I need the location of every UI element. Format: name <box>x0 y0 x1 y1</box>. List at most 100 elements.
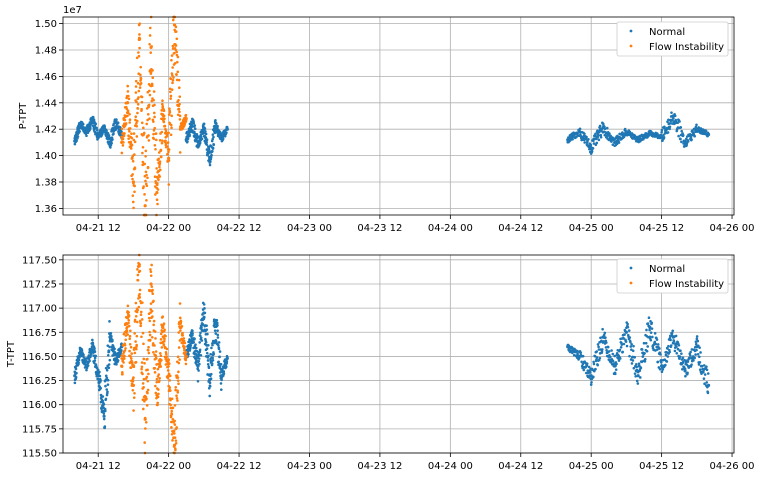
temperature-data-point <box>220 378 223 382</box>
temperature-data-point <box>604 336 607 339</box>
temperature-data-point <box>218 365 222 368</box>
temperature-data-point <box>152 319 156 323</box>
pressure-data-point <box>690 138 693 141</box>
temperature-data-point <box>153 344 156 347</box>
temperature-x-tick-label: 04-26 00 <box>710 461 755 472</box>
temperature-y-tick-label: 116.75 <box>22 328 57 339</box>
pressure-data-point <box>147 105 151 109</box>
pressure-data-point <box>106 131 110 135</box>
pressure-data-point <box>130 143 134 147</box>
temperature-data-point <box>139 324 142 328</box>
temperature-data-point <box>601 335 605 339</box>
pressure-data-point <box>123 132 126 135</box>
pressure-data-point <box>213 124 218 129</box>
pressure-segment <box>120 15 188 217</box>
temperature-data-point <box>134 360 138 364</box>
pressure-data-point <box>137 89 141 93</box>
temperature-data-point <box>145 404 149 407</box>
temperature-data-point <box>208 384 212 388</box>
pressure-data-point <box>589 146 593 150</box>
temperature-data-point <box>135 334 139 338</box>
pressure-data-point <box>592 142 596 145</box>
temperature-data-point <box>173 436 177 439</box>
temperature-data-point <box>146 357 149 361</box>
temperature-data-point <box>693 356 696 360</box>
temperature-data-point <box>177 346 181 349</box>
temperature-data-point <box>139 322 143 325</box>
temperature-data-point <box>660 364 664 368</box>
temperature-data-point <box>678 355 682 358</box>
temperature-data-point <box>173 419 176 423</box>
pressure-data-point <box>158 160 162 163</box>
temperature-data-point <box>696 352 700 356</box>
temperature-data-point <box>584 371 588 375</box>
temperature-data-point <box>194 343 197 346</box>
temperature-data-point <box>210 346 213 350</box>
temperature-data-point <box>664 353 668 357</box>
pressure-data-point <box>601 126 605 130</box>
pressure-data-point <box>205 140 208 144</box>
temperature-x-tick-label: 04-21 12 <box>76 461 121 472</box>
pressure-data-point <box>126 90 130 93</box>
temperature-data-point <box>186 347 190 351</box>
temperature-data-point <box>588 371 592 374</box>
temperature-data-point <box>79 349 83 354</box>
pressure-y-tick-label: 1.50 <box>35 19 57 30</box>
temperature-data-point <box>173 432 176 435</box>
temperature-data-point <box>104 384 107 388</box>
temperature-data-point <box>211 358 215 362</box>
temperature-data-point <box>674 334 678 338</box>
pressure-data-point <box>85 134 88 138</box>
temperature-data-point <box>176 399 179 402</box>
pressure-data-point <box>178 127 182 131</box>
temperature-data-point <box>181 331 184 335</box>
temperature-data-point <box>139 313 143 316</box>
temperature-data-point <box>130 352 134 355</box>
pressure-data-point <box>169 94 173 98</box>
pressure-data-point <box>136 103 140 106</box>
pressure-data-point <box>177 78 181 82</box>
pressure-data-point <box>205 138 209 141</box>
pressure-data-point <box>599 133 603 137</box>
temperature-data-point <box>649 338 653 342</box>
temperature-data-point <box>172 429 176 433</box>
temperature-data-point <box>143 399 146 403</box>
pressure-data-point <box>137 51 140 54</box>
temperature-data-point <box>207 386 211 390</box>
temperature-data-point <box>598 356 602 360</box>
temperature-data-point <box>678 357 681 360</box>
temperature-data-point <box>686 360 690 363</box>
pressure-data-point <box>167 150 170 154</box>
temperature-data-point <box>173 423 177 426</box>
temperature-y-ticks: 115.50 115.75 116.00 116.25 116.50 116.75 117.… <box>22 255 63 460</box>
pressure-data-point <box>130 136 134 140</box>
temperature-data-point <box>600 339 603 343</box>
pressure-data-point <box>668 127 671 131</box>
temperature-data-point <box>129 345 133 349</box>
temperature-data-point <box>160 358 163 362</box>
temperature-data-point <box>601 327 604 331</box>
pressure-data-point <box>695 127 699 131</box>
temperature-data-point <box>170 397 174 401</box>
temperature-x-tick-label: 04-23 00 <box>287 461 332 472</box>
pressure-data-point <box>202 127 206 131</box>
temperature-data-point <box>692 359 695 362</box>
temperature-data-point <box>639 376 642 379</box>
pressure-data-point <box>141 151 144 155</box>
pressure-data-point <box>108 136 112 140</box>
temperature-data-point <box>642 341 646 345</box>
temperature-data-point <box>576 352 579 356</box>
pressure-data-point <box>174 30 178 33</box>
temperature-data-point <box>146 368 149 372</box>
pressure-data-point <box>170 58 173 62</box>
temperature-data-point <box>196 364 200 368</box>
temperature-data-point <box>681 356 685 360</box>
temperature-data-point <box>138 269 142 273</box>
temperature-data-point <box>73 381 77 385</box>
pressure-data-point <box>196 143 200 147</box>
temperature-data-point <box>703 373 707 376</box>
pressure-data-point <box>184 113 188 117</box>
pressure-data-point <box>205 143 209 146</box>
temperature-data-point <box>597 345 600 349</box>
temperature-data-point <box>208 381 212 385</box>
